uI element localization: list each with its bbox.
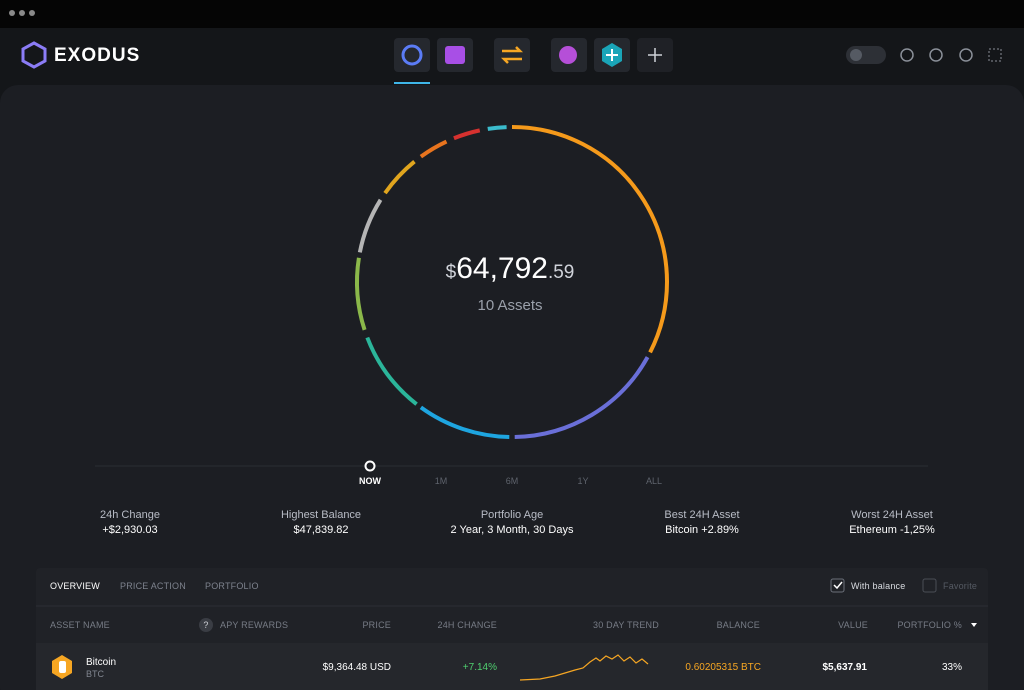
nav-exchange[interactable] (494, 38, 530, 72)
column-header[interactable]: VALUE (838, 620, 868, 630)
ring-segment (357, 198, 383, 253)
window-dot[interactable] (29, 10, 35, 16)
apps-icon[interactable] (988, 48, 1002, 62)
checkbox[interactable] (830, 578, 845, 593)
stat-value: $47,839.82 (293, 524, 349, 536)
asset-name: Bitcoin (86, 657, 117, 668)
currency: $ (445, 262, 457, 283)
timeline-option[interactable]: 6M (505, 476, 519, 486)
btc-icon-glyph (59, 661, 66, 673)
portfolio-ring (355, 125, 669, 439)
column-header[interactable]: BALANCE (716, 620, 760, 630)
ring-segment (355, 257, 367, 331)
stat-value: +$2,930.03 (102, 524, 158, 536)
filter[interactable]: With balance (851, 581, 906, 591)
portfolio-share: 33% (941, 662, 962, 673)
nav-app-icon (606, 49, 618, 61)
column-header[interactable]: 24H CHANGE (437, 620, 497, 630)
ring-segment (419, 405, 510, 439)
sort-icon[interactable] (971, 623, 977, 627)
ring-segment (383, 159, 416, 195)
tab[interactable]: OVERVIEW (50, 581, 100, 591)
stat-label: Best 24H Asset (664, 509, 740, 521)
nav-active (394, 82, 430, 84)
help-badge[interactable] (199, 618, 213, 632)
help-text[interactable]: ? (203, 620, 209, 630)
column-header[interactable]: PRICE (362, 620, 391, 630)
settings-icon[interactable] (959, 48, 973, 62)
stat-value: Ethereum -1,25% (849, 524, 935, 536)
nav-app-icon (559, 46, 577, 64)
column-header[interactable]: 30 DAY TREND (593, 620, 659, 630)
ring-segment (511, 125, 669, 354)
timeline-marker (364, 460, 376, 472)
ring-segment (419, 139, 448, 159)
balance: 0.60205315 BTC (685, 662, 761, 673)
stat-label: Worst 24H Asset (851, 509, 933, 521)
column-header[interactable]: APY REWARDS (220, 620, 289, 630)
column-header[interactable]: PORTFOLIO % (897, 620, 962, 630)
history-icon[interactable] (900, 48, 914, 62)
change: +7.14% (462, 662, 497, 673)
ring-segment (453, 128, 481, 141)
column-header[interactable]: ASSET NAME (50, 620, 110, 630)
nav-portfolio[interactable] (394, 38, 430, 72)
asset-ticker: BTC (86, 669, 104, 679)
title-bar (0, 0, 1024, 28)
tab[interactable]: PRICE ACTION (120, 581, 186, 591)
timeline-option[interactable]: ALL (645, 476, 663, 486)
stat-value: 2 Year, 3 Month, 30 Days (450, 524, 574, 536)
nav-wallet-icon (445, 46, 465, 64)
stat-label: Highest Balance (280, 509, 362, 521)
balance-cents: .59 (547, 262, 575, 283)
nav-exchange-icon (500, 46, 524, 64)
trend-sparkline (519, 654, 649, 681)
checkbox[interactable] (922, 578, 937, 593)
value: $5,637.91 (822, 662, 868, 673)
ring-segment (514, 356, 650, 439)
timeline-option[interactable]: 1Y (577, 476, 589, 486)
nav-portfolio-icon (401, 44, 423, 66)
balance: $64,792.59 (446, 252, 575, 286)
help-icon[interactable] (929, 48, 943, 62)
ring-segment (487, 125, 507, 131)
window-dot[interactable] (9, 10, 15, 16)
asset-count: 10 Assets (477, 297, 543, 314)
stat-value: Bitcoin +2.89% (665, 524, 739, 536)
balance-whole: 64,792 (456, 252, 548, 285)
filter[interactable]: Favorite (943, 581, 978, 591)
main-panel (0, 85, 1024, 690)
price: $9,364.48 USD (322, 662, 391, 673)
logo-icon (21, 41, 47, 69)
timeline-option[interactable]: NOW (359, 476, 381, 486)
timeline-option[interactable]: 1M (434, 476, 448, 486)
stat-label: 24h Change (100, 509, 160, 521)
checkmark (833, 581, 843, 590)
ring-segment (365, 336, 418, 406)
nav-add-icon (648, 48, 662, 62)
window-dot[interactable] (19, 10, 25, 16)
table-row-bg[interactable] (36, 643, 988, 690)
tab[interactable]: PORTFOLIO (205, 581, 259, 591)
lock-knob (850, 49, 862, 61)
stat-label: Portfolio Age (480, 509, 544, 521)
logo-text: EXODUS (54, 45, 141, 66)
